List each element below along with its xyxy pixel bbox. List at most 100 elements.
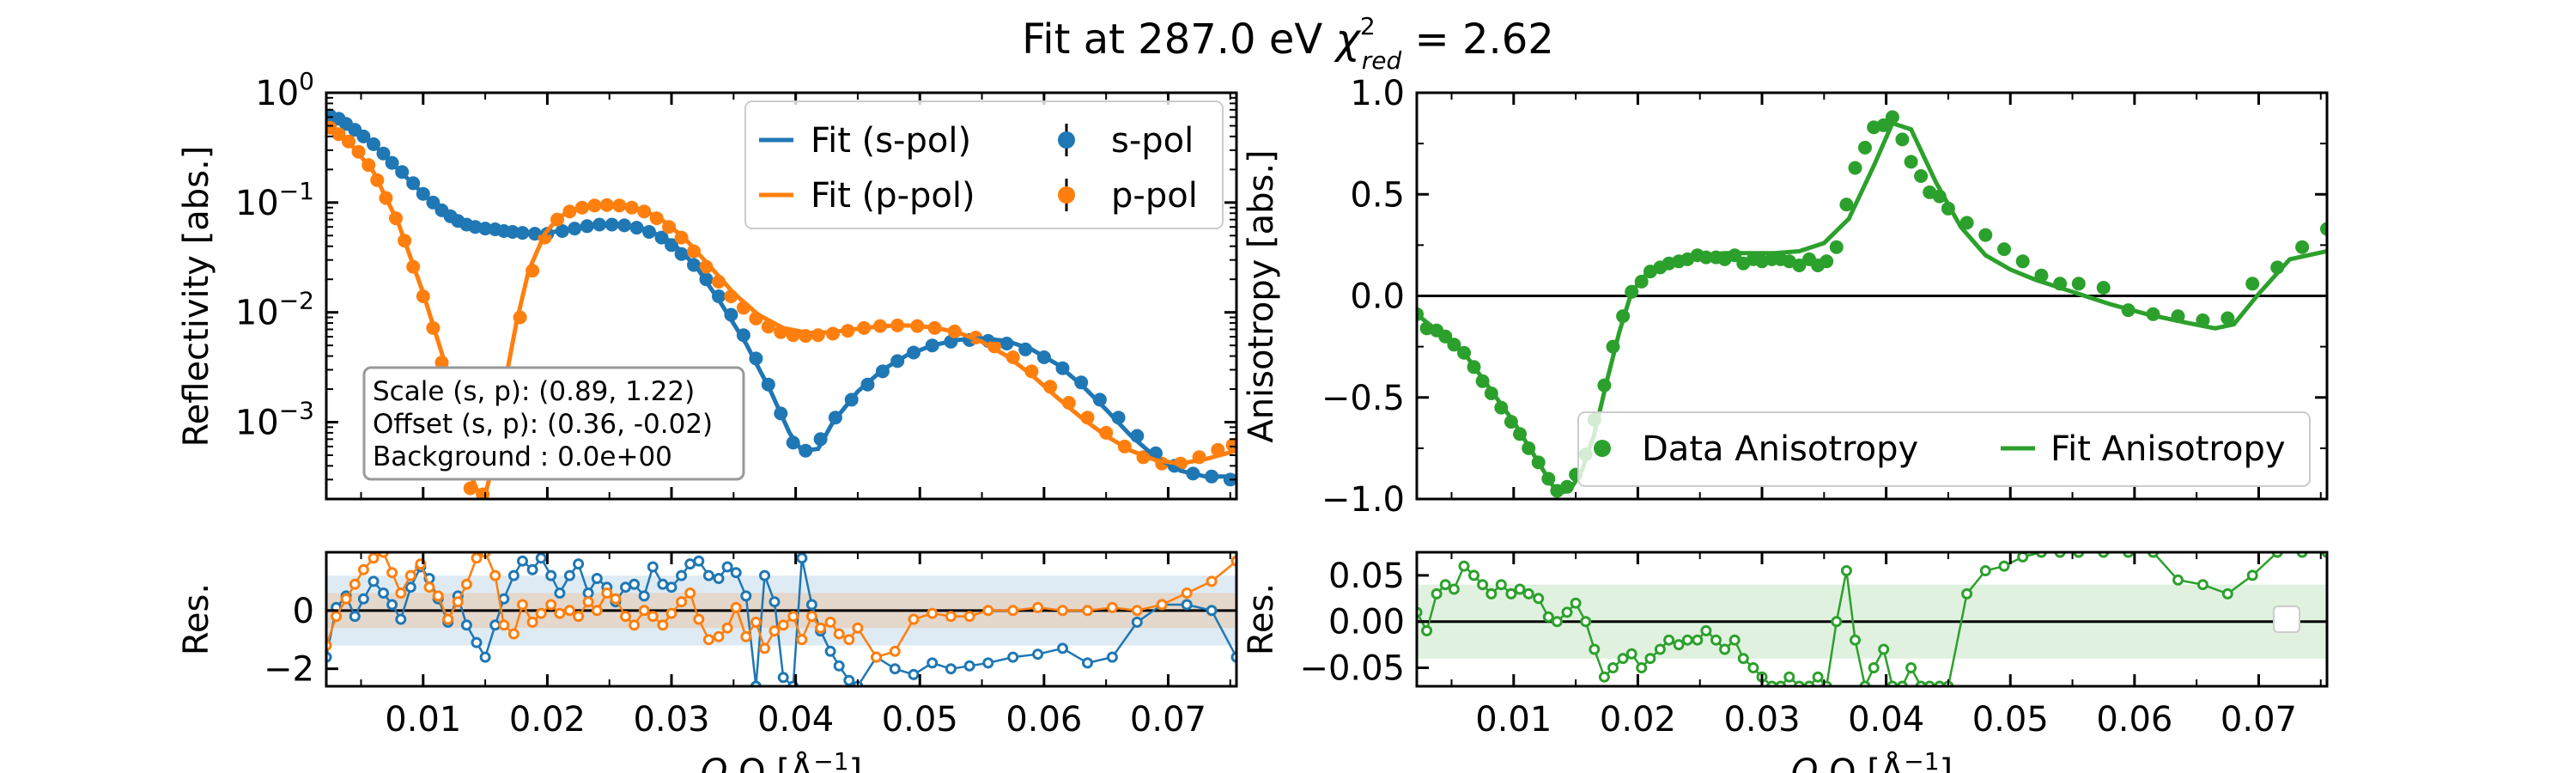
x-tick-label: 0.07 (2221, 700, 2297, 740)
anisotropy-residual-point (1458, 560, 1470, 572)
anisotropy-residual-point (1607, 662, 1619, 673)
anisotropy-residual-point (1998, 560, 2010, 572)
p-pol-residual-point (349, 578, 361, 590)
legend-label-fit-s: Fit (s-pol) (811, 121, 971, 161)
x-tick-label: 0.02 (509, 700, 586, 740)
p-pol-residual-point (702, 634, 714, 646)
s-pol-residual-point (573, 558, 585, 570)
p-pol-residual-point (582, 596, 594, 608)
anisotropy-residual-point (2196, 579, 2208, 591)
residual-left-axes-frame (325, 551, 1238, 688)
anisotropy-data-point (1904, 155, 1918, 169)
anisotropy-residual-point (1700, 624, 1712, 636)
s-pol-residual-point (657, 578, 669, 590)
s-pol-residual-point (721, 561, 733, 573)
p-pol-residual-point (721, 622, 733, 634)
p-pol-residual-point (1082, 605, 1093, 617)
anisotropy-residual-point (1468, 569, 1479, 581)
anisotropy-residual-point (1868, 662, 1880, 673)
p-pol-residual-point (573, 611, 585, 623)
legend-marker-data-p (1058, 179, 1075, 211)
fit-s-pol-line (326, 110, 1236, 479)
legend-label-fit-anisotropy: Fit Anisotropy (2050, 429, 2286, 469)
anisotropy-residual-point (1681, 634, 1693, 646)
s-pol-residual-point (945, 663, 957, 675)
p-pol-residual-point (927, 607, 939, 619)
anisotropy-residual-point (1439, 579, 1451, 591)
s-pol-residual-point (638, 590, 650, 602)
p-pol-residual-point (610, 593, 622, 605)
x-tick-label: 0.03 (633, 700, 709, 740)
anisotropy-residual-point (1979, 565, 1991, 576)
anisotropy-residual-point (1514, 583, 1526, 595)
residual-right-axes-frame (1415, 551, 2329, 688)
s-pol-residual-point (889, 663, 901, 675)
anisotropy-data-point (1997, 242, 2011, 257)
p-pol-residual-point (769, 625, 781, 637)
s-pol-residual-point (526, 563, 538, 575)
p-pol-residual-point (852, 622, 864, 634)
anisotropy-data-point (1858, 140, 1872, 155)
reflectivity-legend: Fit (s-pol) Fit (p-pol) s-pol p-pol (744, 100, 1224, 229)
s-pol-residual-point (479, 651, 491, 663)
x-axis-label-left: Q Q [Å−1] (701, 747, 862, 773)
y-tick-label: −2 (264, 650, 314, 690)
x-tick-label: 0.04 (1848, 700, 1924, 740)
p-pol-residual-point (684, 587, 696, 599)
anisotropy-residual-point (2017, 552, 2029, 563)
anisotropy-residual-point (1783, 671, 1795, 683)
anisotropy-yticks: 1.0 0.5 0.0 −0.5 −1.0 (1321, 74, 2327, 520)
anisotropy-data-point (2245, 277, 2260, 291)
p-pol-residual-point (740, 630, 752, 642)
anisotropy-residual-point (1625, 648, 1637, 660)
p-pol-residual-point (517, 599, 528, 611)
anisotropy-panel: 1.0 0.5 0.0 −0.5 −1.0 Anisotropy [abs.] Data… (1242, 74, 2329, 520)
p-pol-residual-point (460, 578, 472, 590)
s-pol-residual-point (1206, 605, 1218, 617)
anisotropy-data-point (1895, 132, 1910, 147)
p-pol-residual-point (331, 611, 343, 623)
anisotropy-residual-point (1522, 587, 1534, 600)
residual-left-yticks: 0−2 (264, 592, 338, 690)
y-tick-label: 1.0 (1350, 74, 1405, 113)
p-pol-residual-point (982, 605, 994, 617)
s-pol-residual-point (349, 611, 361, 623)
anisotropy-data-point (1820, 254, 1834, 269)
anisotropy-residual-point (1850, 634, 1861, 646)
p-pol-residual-point (563, 605, 575, 617)
s-pol-residual-point (563, 569, 575, 581)
s-pol-residual-point (591, 573, 603, 584)
p-pol-residual-point (1007, 605, 1019, 617)
p-pol-residual-point (815, 622, 827, 634)
p-pol-residual-point (1106, 601, 1118, 613)
anisotropy-residual-point (1551, 616, 1563, 628)
p-pol-residual-point (833, 628, 845, 640)
anisotropy-residual-point (1421, 624, 1433, 636)
p-pol-residual-point (730, 601, 742, 613)
p-pol-residual-point (591, 605, 603, 617)
anisotropy-residual-point (1570, 597, 1582, 609)
p-pol-residual-point (601, 587, 613, 599)
s-pol-residual-point (676, 569, 688, 581)
anisotropy-data-point (1792, 259, 1807, 272)
anisotropy-residual-point (1673, 639, 1685, 651)
s-pol-residual-point (908, 668, 920, 680)
s-pol-residual-point (1082, 657, 1093, 669)
p-pol-residual-point (647, 611, 659, 623)
s-pol-residual-point (927, 657, 939, 669)
anisotropy-legend: Data Anisotropy Fit Anisotropy (1577, 411, 2311, 487)
anisotropy-data-point (1959, 216, 1974, 230)
anisotropy-residual-point (1542, 611, 1554, 623)
anisotropy-data-point (2096, 281, 2111, 295)
anisotropy-residual-point (1905, 662, 1917, 673)
p-pol-residual-point (787, 611, 799, 623)
p-pol-residual-point (395, 587, 407, 599)
anisotropy-data-point (1914, 169, 1929, 183)
s-pol-residual-point (535, 552, 547, 564)
s-pol-residual-point (1106, 651, 1118, 663)
p-pol-residual-point (889, 645, 901, 657)
anisotropy-data-point (2320, 222, 2327, 236)
p-pol-residual-point (629, 619, 641, 631)
s-pol-residual-point (404, 581, 416, 593)
anisotropy-residual-point (1961, 587, 1973, 600)
